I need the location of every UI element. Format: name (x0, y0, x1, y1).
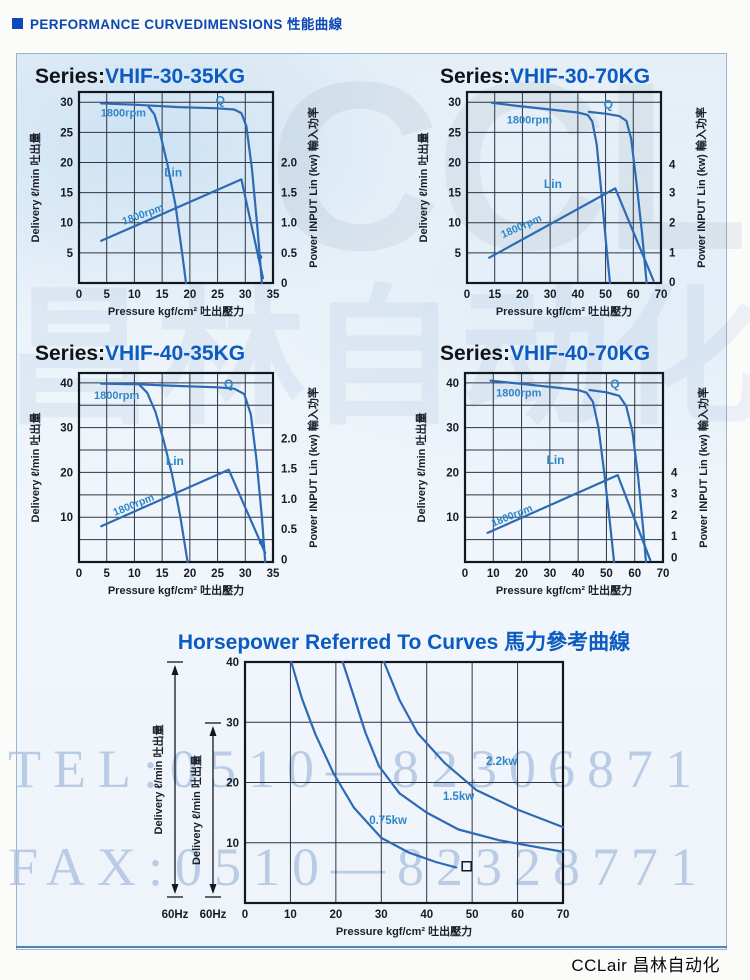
content-border (16, 53, 727, 950)
header-bullet-icon (12, 17, 23, 29)
footer-brand: CCLair 昌林自动化 (571, 956, 720, 975)
footer-divider (16, 946, 727, 948)
page-title: PERFORMANCE CURVEDIMENSIONS 性能曲線 (30, 17, 343, 32)
page-header: PERFORMANCE CURVEDIMENSIONS 性能曲線 (12, 13, 343, 33)
